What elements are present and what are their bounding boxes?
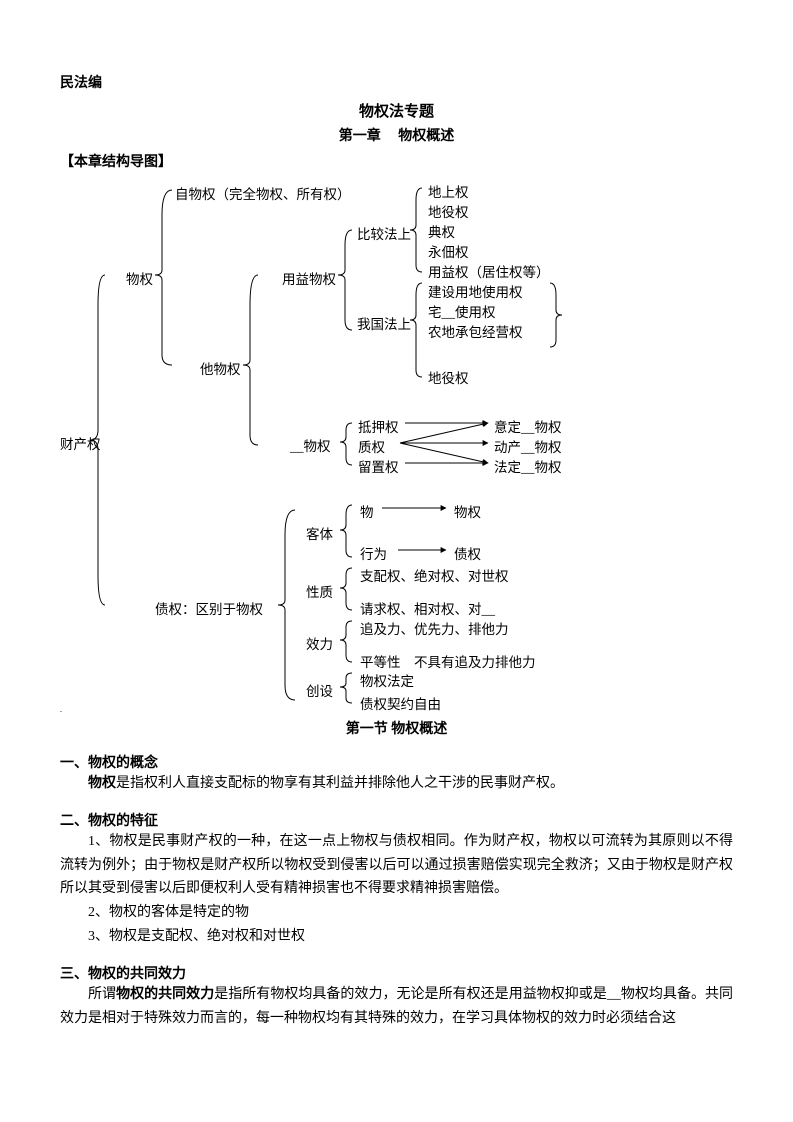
node-dongchan: 动产__物权 xyxy=(494,436,562,456)
node-jianshe: 建设用地使用权 xyxy=(428,281,523,301)
p2: 1、物权是民事财产权的一种，在这一点上物权与债权相同。作为财产权，物权以可流转为… xyxy=(60,830,733,901)
node-zhaiquan: 债权：区别于物权 xyxy=(155,598,263,618)
node-xingzhi: 性质 xyxy=(306,581,333,601)
node-yiding: 意定__物权 xyxy=(494,416,562,436)
p3a: 所谓 xyxy=(88,987,116,1002)
h3: 三、物权的共同效力 xyxy=(60,963,733,983)
p1: 物权是指权利人直接支配标的物享有其利益并排除他人之干涉的民事财产权。 xyxy=(60,772,733,796)
h2: 二、物权的特征 xyxy=(60,810,733,830)
node-fading: 法定__物权 xyxy=(494,456,562,476)
doc-header: 民法编 xyxy=(60,72,733,92)
p2c: 3、物权是支配权、绝对权和对世权 xyxy=(60,925,733,949)
node-xiaoli: 效力 xyxy=(306,633,333,653)
section1-title: 第一节 物权概述 xyxy=(60,718,733,738)
node-wuquanfading: 物权法定 xyxy=(360,670,414,690)
node-liuzhi: 留置权 xyxy=(358,456,399,476)
node-yongyi: 用益物权 xyxy=(282,268,336,288)
node-xingwei: 行为 xyxy=(360,543,387,563)
node-pingdeng: 平等性 不具有追及力排他力 xyxy=(360,651,536,671)
node-yongdian: 永佃权 xyxy=(428,241,469,261)
node-diyi: 地役权 xyxy=(428,201,469,221)
p3: 所谓物权的共同效力是指所有物权均具备的效力，无论是所有权还是用益物权抑或是__物… xyxy=(60,983,733,1031)
node-woguofa: 我国法上 xyxy=(357,313,411,333)
structure-diagram: 财产权 物权 自物权（完全物权、所有权） 他物权 用益物权 __物权 比较法上 … xyxy=(60,175,720,705)
node-chuangshe: 创设 xyxy=(306,680,333,700)
node-ziwuquan: 自物权（完全物权、所有权） xyxy=(175,183,351,203)
node-diyi2: 地役权 xyxy=(428,367,469,387)
node-zhai: 宅__使用权 xyxy=(428,301,496,321)
node-nongdi: 农地承包经营权 xyxy=(428,321,523,341)
node-keti: 客体 xyxy=(306,523,333,543)
node-diya: 抵押权 xyxy=(358,416,399,436)
node-zhiquan: 质权 xyxy=(358,436,385,456)
node-dishang: 地上权 xyxy=(428,181,469,201)
doc-chapter: 第一章 物权概述 xyxy=(60,125,733,145)
node-zhuiji: 追及力、优先力、排他力 xyxy=(360,618,509,638)
p1-bold: 物权 xyxy=(88,776,116,791)
node-buwuquan: __物权 xyxy=(290,435,331,455)
node-keti-wuquan: 物权 xyxy=(454,501,481,521)
node-qingqiu: 请求权、相对权、对__ xyxy=(360,598,495,618)
node-yongyiquan: 用益权（居住权等） xyxy=(428,261,550,281)
node-bijiaofa: 比较法上 xyxy=(357,223,411,243)
p2b: 2、物权的客体是特定的物 xyxy=(60,901,733,925)
node-wuquan: 物权 xyxy=(126,268,153,288)
node-wu: 物 xyxy=(360,501,374,521)
h1: 一、物权的概念 xyxy=(60,752,733,772)
p1-rest: 是指权利人直接支配标的物享有其利益并排除他人之干涉的民事财产权。 xyxy=(116,776,564,791)
p3b: 物权的共同效力 xyxy=(116,987,214,1002)
node-dianquan: 典权 xyxy=(428,221,455,241)
doc-title: 物权法专题 xyxy=(60,100,733,121)
node-root: 财产权 xyxy=(60,433,101,453)
node-zhaiquanqiyue: 债权契约自由 xyxy=(360,693,441,713)
node-zhipei: 支配权、绝对权、对世权 xyxy=(360,565,509,585)
node-tawuquan: 他物权 xyxy=(200,358,241,378)
diagram-label: 【本章结构导图】 xyxy=(60,151,733,171)
node-keti-zhaiquan: 债权 xyxy=(454,543,481,563)
